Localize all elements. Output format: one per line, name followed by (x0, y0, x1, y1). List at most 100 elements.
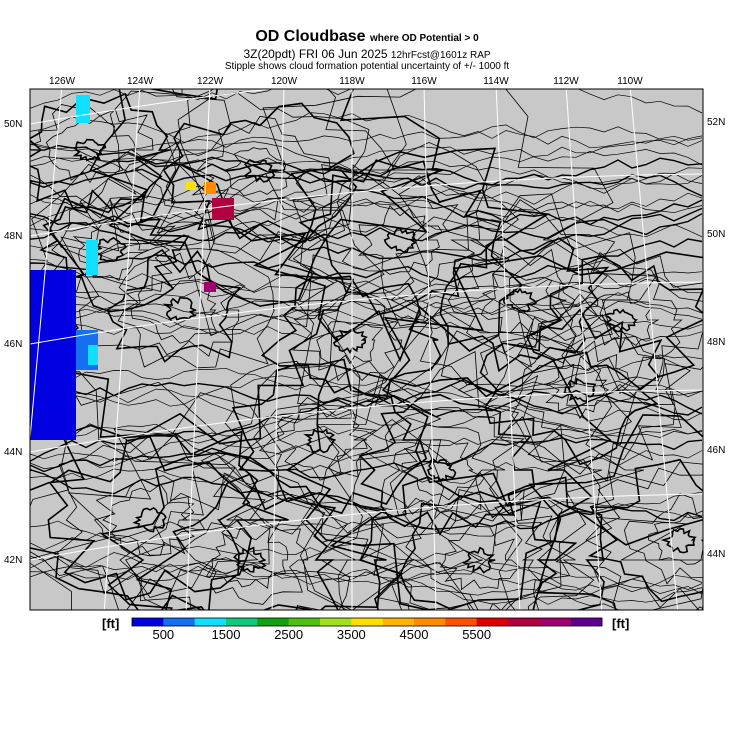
contour-line (545, 364, 615, 420)
contour-line (30, 382, 703, 418)
contour-line (125, 472, 356, 610)
map-title-text: OD Cloudbase (255, 28, 366, 45)
cloudbase-cell (212, 198, 234, 220)
colorbar-swatch (288, 618, 321, 626)
contour-line (648, 513, 703, 565)
contour-line (205, 527, 289, 589)
cloudbase-cell (46, 280, 76, 340)
longitude-labels: 126W 124W 122W 120W 118W 116W 114W 112W 110W (49, 76, 643, 87)
contour-line (303, 416, 703, 610)
latitude-label-left: 42N (4, 555, 22, 566)
lat-lon-grid (30, 89, 703, 610)
contour-line (287, 164, 520, 327)
colorbar-label: 1500 (211, 627, 241, 642)
contour-line (30, 503, 703, 551)
longitude-label: 114W (483, 76, 509, 87)
contour-line (30, 565, 703, 595)
contour-line (119, 456, 369, 610)
cloudbase-cell (86, 240, 98, 275)
latitude-label-left: 50N (4, 119, 22, 130)
meridian-line (271, 89, 285, 610)
contour-line (30, 392, 483, 610)
contour-line (30, 445, 703, 485)
contour-line (30, 468, 703, 519)
contour-line (405, 503, 544, 610)
contour-line (79, 241, 276, 369)
parallel-line (30, 389, 703, 453)
cloudbase-cell (88, 345, 98, 365)
contour-line (439, 526, 521, 591)
cloudbase-cell (204, 282, 216, 292)
contour-line (494, 390, 703, 610)
contour-line (393, 488, 571, 610)
longitude-label: 120W (271, 76, 298, 87)
latitude-label-left: 44N (4, 447, 22, 458)
contour-line (30, 192, 703, 220)
contour-line (321, 181, 479, 295)
contour-line (526, 251, 703, 395)
contour-line (447, 245, 577, 354)
contour-line (183, 515, 309, 605)
contour-line (30, 561, 703, 595)
latitude-label-left: 48N (4, 231, 22, 242)
contour-line (359, 476, 605, 610)
latitude-label-right: 44N (707, 549, 725, 560)
parallel-line (30, 173, 703, 237)
contour-line (30, 404, 703, 469)
colorbar-unit-right: [ft] (612, 616, 630, 631)
colorbar-swatch (539, 618, 571, 626)
contour-line (135, 473, 339, 610)
contour-line (515, 340, 640, 433)
map-subtitle: 3Z(20pdt) FRI 06 Jun 2025 12hrFcst@1601z… (0, 47, 734, 61)
contour-line (30, 156, 703, 226)
contour-line (357, 205, 443, 275)
contour-line (30, 468, 703, 530)
contour-line (260, 275, 442, 400)
contour-line (300, 350, 603, 577)
contour-line (623, 493, 703, 585)
longitude-label: 118W (339, 76, 365, 87)
longitude-label: 116W (411, 76, 437, 87)
meridian-line (629, 89, 679, 610)
parallel-line (30, 493, 703, 561)
contour-line (352, 407, 525, 539)
meridian-line (495, 89, 521, 610)
contour-line (563, 377, 597, 402)
contour-line (30, 388, 703, 438)
map-note: Stipple shows cloud formation potential … (224, 61, 510, 72)
contour-line (30, 104, 154, 206)
map-frame (29, 88, 704, 611)
contour-line (117, 252, 246, 357)
colorbar-unit-left: [ft] (102, 616, 120, 631)
colorbar-swatch (382, 618, 415, 626)
contour-line (390, 193, 636, 393)
contour-line (332, 327, 368, 355)
colorbar-label: 3500 (336, 627, 366, 642)
contour-line (439, 235, 610, 373)
contour-line (253, 307, 645, 610)
contour-line (30, 423, 703, 449)
contour-line (30, 238, 703, 284)
parallel-line (30, 281, 703, 345)
contour-line (30, 112, 703, 152)
contour-line (585, 291, 660, 352)
map-title: OD Cloudbase where OD Potential > 0 (0, 28, 734, 46)
colorbar-swatch (570, 618, 603, 626)
contour-line (381, 251, 703, 546)
latitude-labels-left: 50N 48N 46N 44N 42N (4, 119, 22, 566)
contour-line (259, 396, 378, 481)
contour-line (383, 227, 418, 253)
contour-line (30, 172, 703, 210)
contour-line (30, 258, 703, 301)
contour-line (132, 506, 167, 533)
contour-line (285, 359, 612, 610)
colorbar-label: 2500 (274, 627, 304, 642)
longitude-label: 126W (49, 76, 76, 87)
longitude-label: 112W (553, 76, 579, 87)
contour-line (292, 293, 403, 382)
contour-line (494, 314, 676, 475)
colorbar-swatch (320, 618, 352, 626)
contour-line (381, 424, 506, 515)
contour-line (231, 358, 428, 515)
